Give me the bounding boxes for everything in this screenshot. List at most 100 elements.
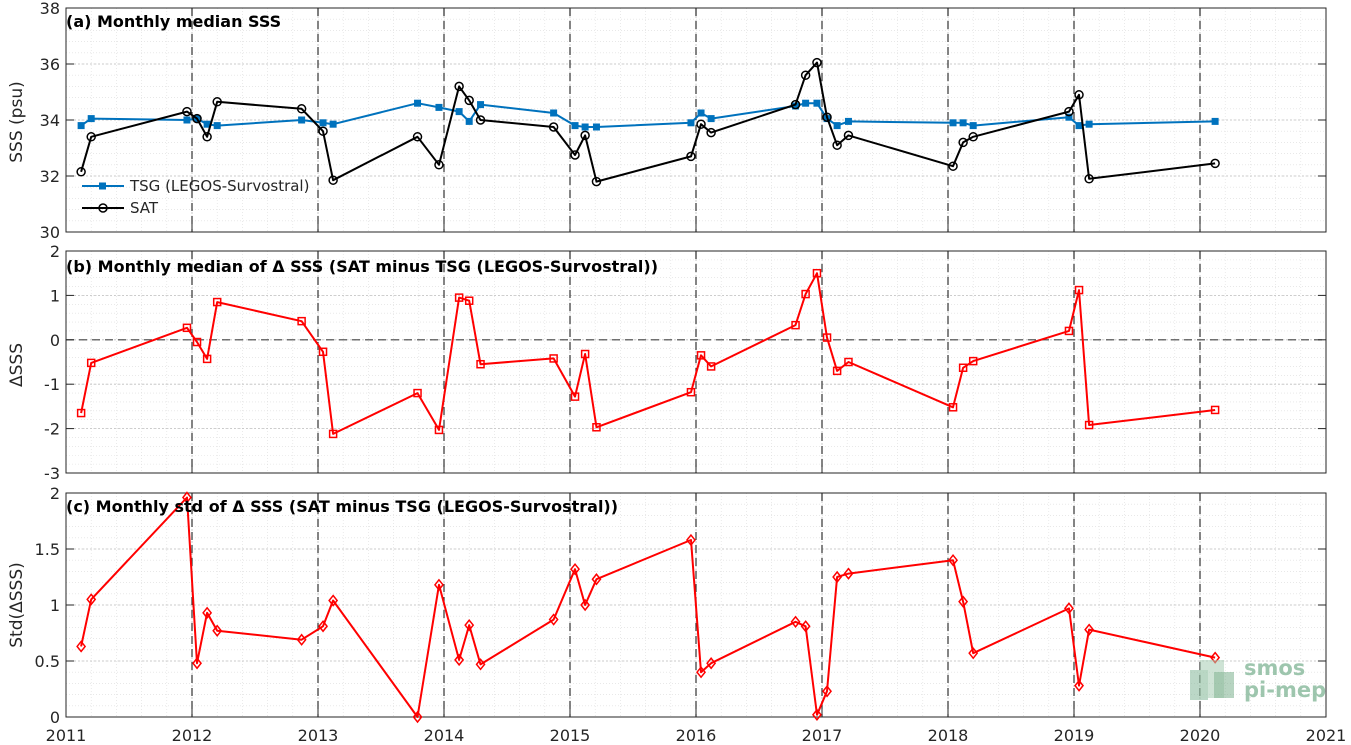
data-point <box>706 657 717 670</box>
x-tick-label: 2012 <box>172 726 213 745</box>
data-point <box>192 657 203 670</box>
data-point <box>800 620 811 633</box>
data-point <box>86 358 96 368</box>
data-point <box>550 109 558 117</box>
data-point <box>1084 623 1095 636</box>
data-point <box>549 354 558 363</box>
data-point <box>328 594 339 607</box>
data-point <box>844 117 852 125</box>
data-point <box>696 665 707 679</box>
data-point <box>591 573 602 586</box>
series-line <box>80 272 1216 435</box>
panel-b: ΔSSS -3 -2 -1 0 1 2 (b) Monthly median of Δ SS… <box>7 242 1327 483</box>
data-point <box>182 323 192 333</box>
data-point <box>958 363 968 373</box>
data-point <box>570 150 580 160</box>
data-point <box>791 320 800 330</box>
x-tick-label: 2014 <box>424 726 465 745</box>
data-point <box>1085 120 1093 128</box>
data-point <box>1063 602 1074 615</box>
data-point <box>844 357 853 367</box>
data-point <box>454 81 464 92</box>
data-point <box>832 140 842 150</box>
data-point <box>1074 90 1084 100</box>
legend-tsg-label: TSG (LEGOS-Survostral) <box>129 177 309 195</box>
data-point <box>1210 405 1220 415</box>
data-point <box>686 151 696 162</box>
data-point <box>455 108 463 116</box>
y-tick-label: 30 <box>40 223 60 242</box>
data-point <box>434 425 444 435</box>
y-tick-label: 2 <box>50 242 60 261</box>
data-point <box>1084 174 1094 184</box>
legend-tsg-marker <box>99 182 106 190</box>
data-point <box>707 115 715 123</box>
x-tick-label: 2019 <box>1054 726 1095 745</box>
data-point <box>548 122 559 132</box>
data-point <box>832 366 842 376</box>
data-point <box>790 615 801 629</box>
panel-a-title: (a) Monthly median SSS <box>66 12 281 31</box>
data-point <box>948 161 958 171</box>
data-point <box>800 70 811 80</box>
x-tick-label: 2015 <box>550 726 591 745</box>
data-point <box>948 553 959 567</box>
data-point <box>183 116 191 124</box>
data-point <box>801 289 810 299</box>
data-point <box>181 491 192 504</box>
data-point <box>685 533 696 547</box>
data-point <box>298 116 306 124</box>
data-point <box>328 175 338 185</box>
data-point <box>696 351 706 360</box>
data-point <box>592 423 601 432</box>
data-point <box>968 646 979 660</box>
data-point <box>1211 117 1219 125</box>
panel-0-grid <box>65 7 1327 233</box>
data-point <box>328 429 338 439</box>
series-line <box>80 496 1216 718</box>
data-point <box>822 685 833 698</box>
data-point <box>822 333 832 342</box>
panel-a-ylabel: SSS (psu) <box>7 81 27 162</box>
data-point <box>318 347 328 357</box>
data-point <box>297 316 306 326</box>
data-point <box>296 104 307 114</box>
series-sat <box>76 57 1220 187</box>
data-point <box>329 120 337 128</box>
data-point <box>1210 158 1220 169</box>
data-point <box>464 618 475 632</box>
data-point <box>706 127 716 138</box>
data-point <box>1074 285 1084 295</box>
y-tick-label: 34 <box>40 111 60 130</box>
data-point <box>792 102 800 110</box>
data-point <box>959 119 967 127</box>
data-point <box>318 620 329 633</box>
y-tick-label: 0.5 <box>35 652 60 671</box>
data-point <box>202 606 213 620</box>
x-tick-label: 2016 <box>676 726 717 745</box>
data-point <box>969 122 977 130</box>
data-point <box>318 126 328 136</box>
data-point <box>76 640 87 653</box>
data-point <box>454 653 465 667</box>
data-point <box>802 99 810 107</box>
data-point <box>958 595 969 608</box>
data-point <box>412 710 423 724</box>
data-point <box>86 593 97 606</box>
logo-block-2 <box>1200 660 1224 698</box>
data-point <box>413 388 422 398</box>
data-point <box>843 567 854 580</box>
data-point <box>1075 122 1083 130</box>
data-point <box>465 117 473 125</box>
y-tick-label: 1 <box>50 596 60 615</box>
data-point <box>1065 113 1073 121</box>
legend: TSG (LEGOS-Survostral) SAT <box>82 177 309 217</box>
data-point <box>192 337 202 347</box>
data-point <box>811 708 822 721</box>
data-point <box>696 119 706 129</box>
y-tick-label: 0 <box>50 331 60 350</box>
data-point <box>464 95 474 106</box>
data-point <box>475 115 486 125</box>
data-point <box>212 624 223 637</box>
data-point <box>968 132 978 142</box>
